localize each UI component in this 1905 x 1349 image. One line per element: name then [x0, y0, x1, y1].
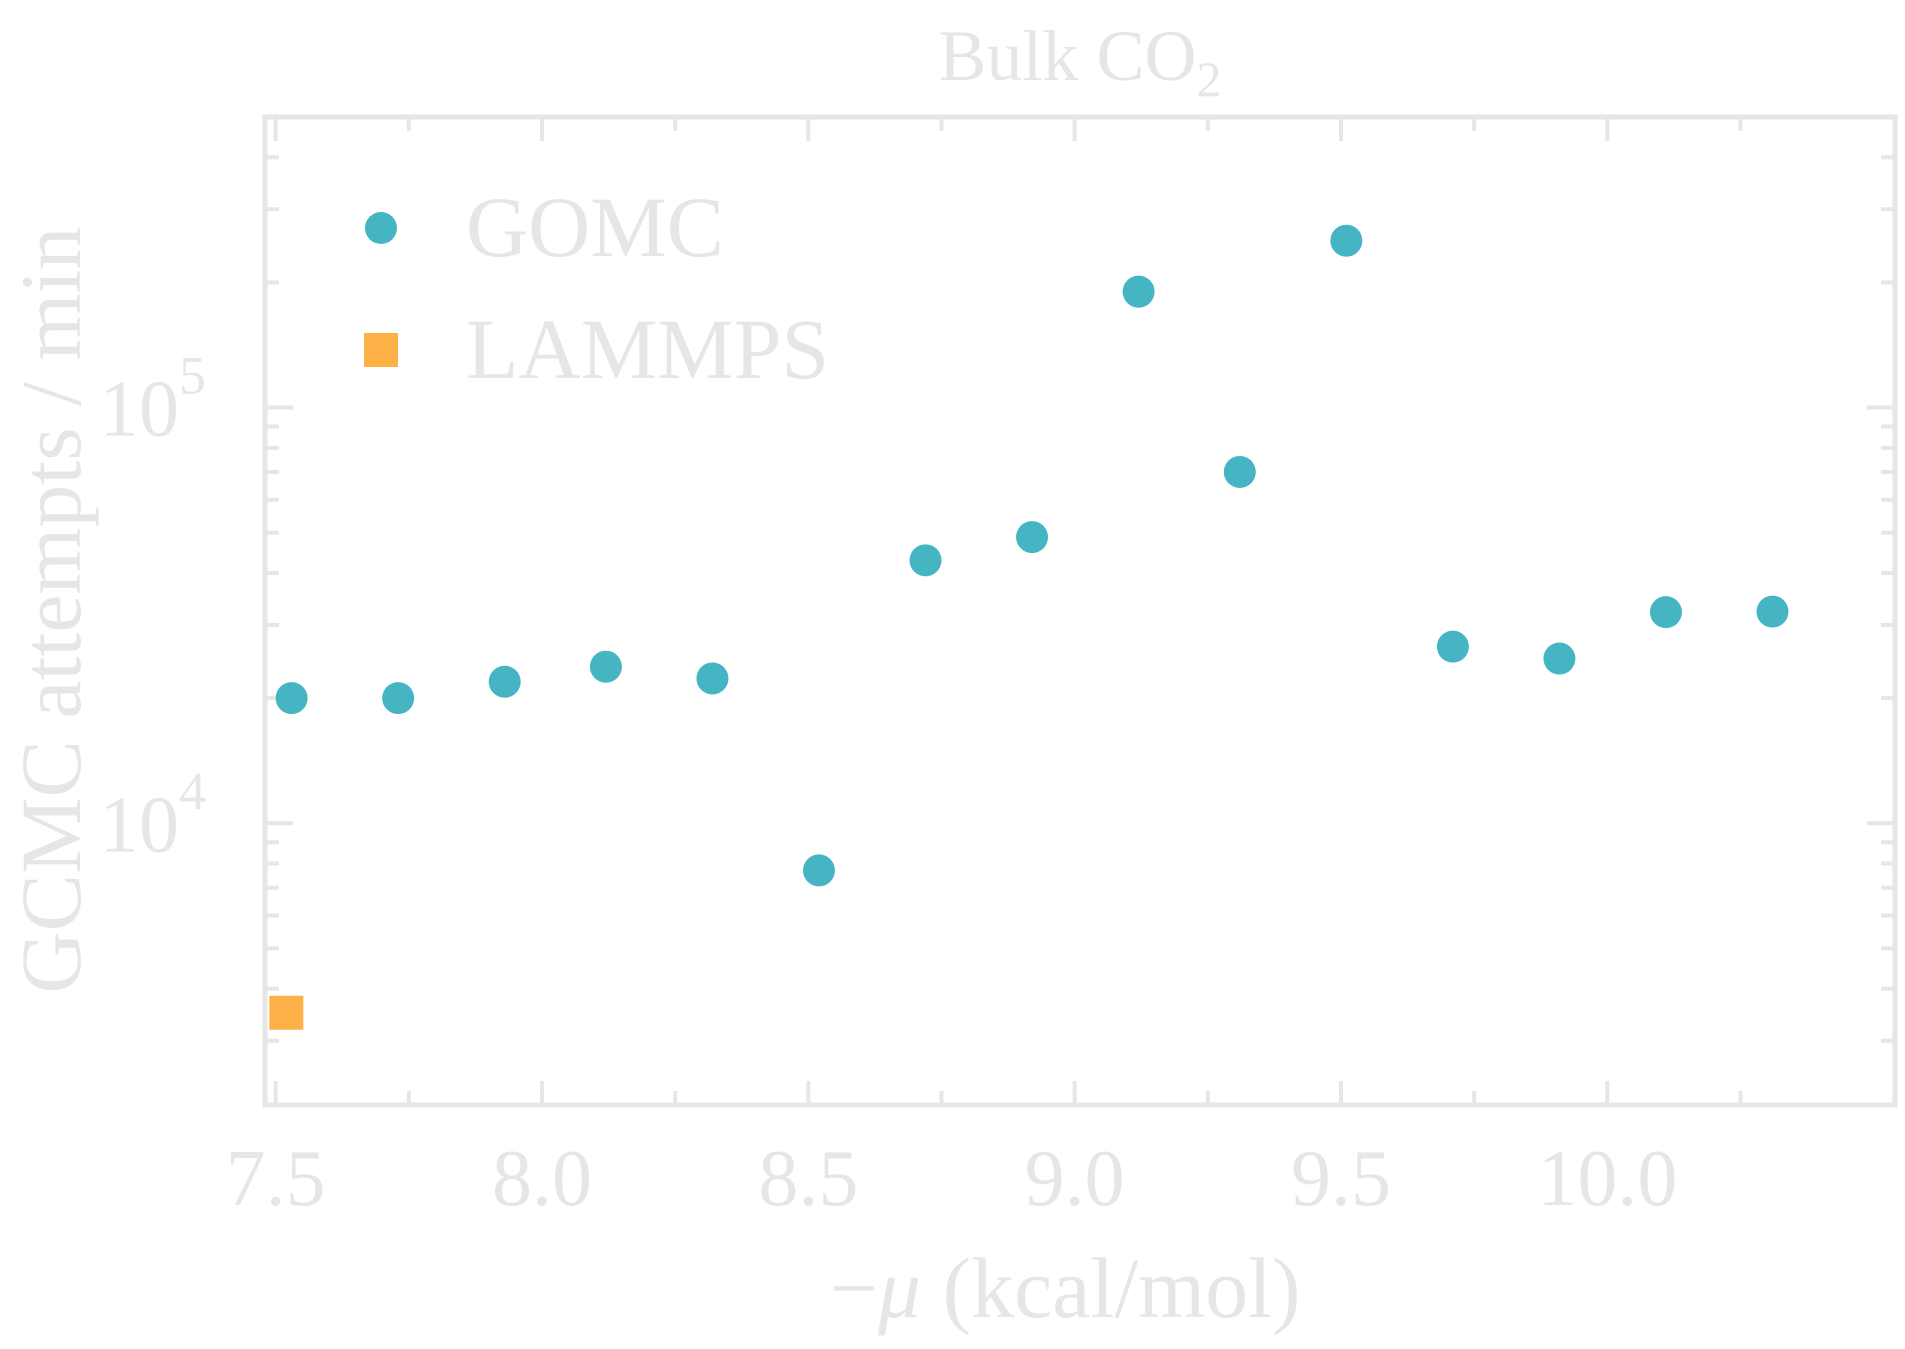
gomc-point: [909, 544, 942, 577]
gomc-point: [1543, 642, 1576, 675]
gomc-point: [1756, 595, 1789, 628]
legend-label: LAMMPS: [466, 301, 829, 397]
lammps-point: [269, 995, 304, 1030]
gomc-point: [1223, 455, 1256, 488]
y-axis-label: GCMC attempts / min: [3, 227, 99, 994]
y-tick-label: 104: [99, 761, 206, 869]
gomc-point: [1649, 596, 1682, 629]
x-tick-label: 7.5: [226, 1135, 326, 1223]
legend-marker-lammps: [364, 333, 398, 367]
x-tick-label: 9.5: [1291, 1135, 1391, 1223]
x-tick-label: 10.0: [1537, 1135, 1677, 1223]
legend-marker-gomc: [365, 212, 397, 244]
plot-frame: [262, 114, 1898, 1108]
gomc-point: [1016, 521, 1049, 554]
x-tick-label: 8.0: [492, 1135, 592, 1223]
y-tick-label: 105: [99, 346, 206, 454]
axis-tick-labels: 7.5 8.0 8.5 9.0 9.5 10.0 104 105: [99, 346, 1677, 1223]
x-tick-label: 8.5: [758, 1135, 858, 1223]
gomc-point: [488, 665, 521, 698]
gomc-point: [696, 662, 729, 695]
gomc-point: [1436, 630, 1469, 663]
gomc-point: [802, 854, 835, 887]
gomc-point: [1330, 224, 1363, 257]
legend: GOMC LAMMPS: [364, 179, 829, 397]
x-tick-label: 9.0: [1025, 1135, 1125, 1223]
gomc-point: [275, 682, 308, 715]
gomc-point: [1122, 275, 1155, 308]
legend-label: GOMC: [466, 179, 724, 275]
gomc-point: [589, 650, 622, 683]
chart-title: Bulk CO2: [938, 16, 1221, 107]
gomc-point: [382, 682, 415, 715]
data-points: [269, 224, 1789, 1030]
x-axis-label: −μ (kcal/mol): [829, 1240, 1300, 1336]
chart-title-subscript: 2: [1197, 51, 1222, 107]
